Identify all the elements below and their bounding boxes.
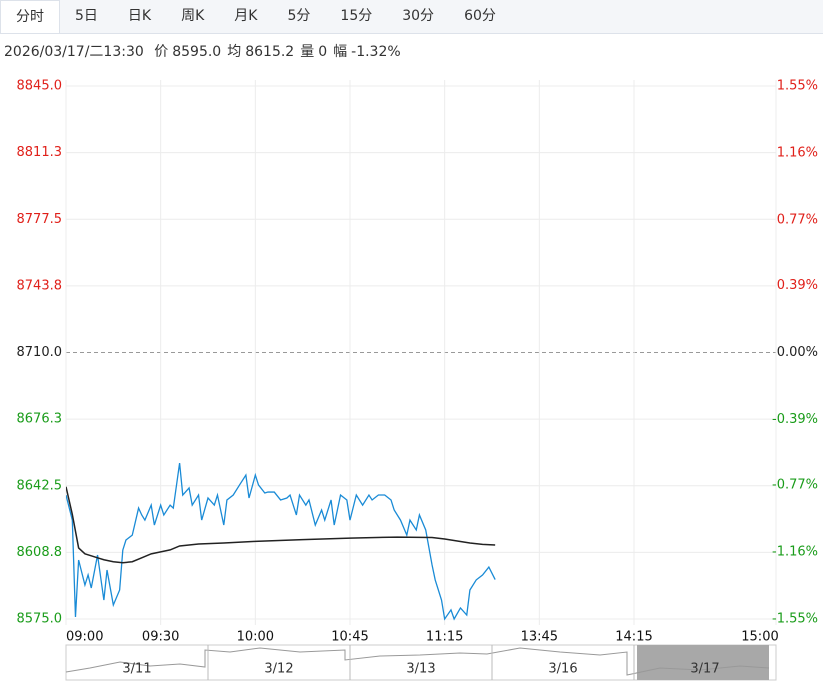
info-value: 8595.0 bbox=[172, 44, 222, 60]
y2-tick-label: 1.16% bbox=[777, 146, 818, 161]
y2-tick-label: -1.55% bbox=[772, 612, 818, 627]
x-tick-label: 13:45 bbox=[521, 630, 558, 645]
info-time: 2026/03/17/二13:30 bbox=[4, 44, 144, 60]
x-tick-label: 10:45 bbox=[331, 630, 368, 645]
tab[interactable]: 分时 bbox=[0, 0, 60, 33]
y-tick-label: 8575.0 bbox=[17, 612, 63, 627]
info-label: 幅 bbox=[333, 44, 348, 60]
navigator-date: 3/17 bbox=[690, 662, 719, 677]
y-tick-label: 8845.0 bbox=[17, 79, 63, 94]
y2-tick-label: 0.39% bbox=[777, 278, 818, 293]
y-tick-label: 8608.8 bbox=[17, 545, 63, 560]
navigator-sparkline bbox=[65, 647, 770, 676]
y2-tick-label: 0.00% bbox=[777, 345, 818, 360]
navigator-date: 3/13 bbox=[406, 662, 435, 677]
y-tick-label: 8642.5 bbox=[17, 478, 63, 493]
tab[interactable]: 30分 bbox=[402, 8, 435, 24]
tab[interactable]: 5分 bbox=[287, 8, 311, 24]
x-tick-label: 09:30 bbox=[142, 630, 179, 645]
price-line bbox=[66, 486, 496, 564]
tab[interactable]: 日K bbox=[127, 8, 152, 24]
y-tick-label: 8710.0 bbox=[17, 345, 63, 360]
y2-tick-label: -1.16% bbox=[772, 544, 818, 559]
info-line: 2026/03/17/二13:30 价 8595.0 均 8615.2 量 0 幅 -1.32… bbox=[4, 41, 407, 61]
navigator-date: 3/16 bbox=[548, 662, 577, 677]
navigator-date: 3/11 bbox=[122, 662, 151, 677]
navigator: 3/11 3/12 3/13 3/16 3/17 bbox=[65, 644, 777, 681]
tab-bar: 分时 5日 日K 周K 月K 5分 15分 30分 60分 bbox=[0, 0, 823, 34]
y2-tick-label: -0.39% bbox=[772, 412, 818, 427]
info-value: 0 bbox=[318, 44, 328, 60]
tab[interactable]: 5日 bbox=[75, 8, 98, 24]
info-label: 价 bbox=[154, 44, 169, 60]
y-tick-label: 8777.5 bbox=[17, 212, 63, 227]
y-tick-label: 8811.3 bbox=[17, 145, 63, 160]
tab[interactable]: 15分 bbox=[340, 8, 373, 24]
navigator-selection[interactable] bbox=[637, 645, 769, 680]
price-line bbox=[66, 462, 496, 621]
x-tick-label: 10:00 bbox=[237, 630, 274, 645]
x-tick-label: 09:00 bbox=[66, 630, 103, 645]
x-tick-label: 15:00 bbox=[741, 630, 778, 645]
info-label: 量 bbox=[300, 44, 315, 60]
tab[interactable]: 60分 bbox=[464, 8, 496, 24]
navigator-date: 3/12 bbox=[264, 662, 293, 677]
x-tick-label: 14:15 bbox=[615, 630, 652, 645]
y2-tick-label: -0.77% bbox=[772, 477, 818, 492]
y2-tick-label: 0.77% bbox=[777, 213, 818, 228]
tab[interactable]: 周K bbox=[181, 8, 205, 24]
y2-tick-label: 1.55% bbox=[777, 79, 818, 94]
info-label: 均 bbox=[227, 44, 242, 60]
info-value: -1.32% bbox=[351, 44, 401, 60]
info-value: 8615.2 bbox=[245, 44, 295, 60]
y-tick-label: 8743.8 bbox=[17, 278, 63, 293]
tab[interactable]: 月K bbox=[234, 8, 258, 24]
y-tick-label: 8676.3 bbox=[17, 412, 63, 427]
x-tick-label: 11:15 bbox=[426, 630, 463, 645]
